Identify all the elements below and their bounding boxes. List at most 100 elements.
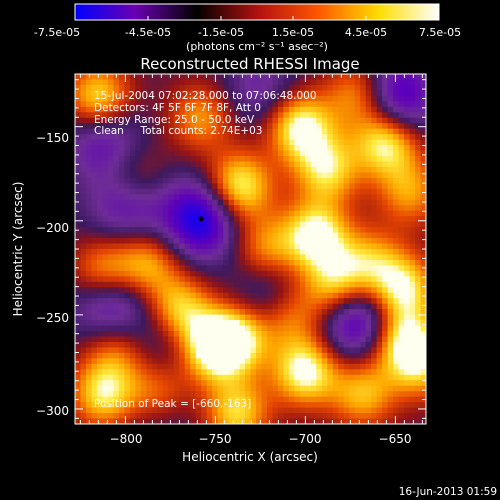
heatmap-cell [102,79,109,86]
heatmap-cell [102,336,109,343]
heatmap-cell [327,385,334,392]
heatmap-cell [195,145,202,152]
heatmap-cell [223,139,230,146]
heatmap-cell [360,418,367,424]
heatmap-cell [113,363,120,370]
heatmap-cell [272,101,279,108]
heatmap-cell [212,145,219,152]
heatmap-cell [415,79,422,86]
heatmap-cell [102,320,109,327]
heatmap-cell [404,74,411,81]
heatmap-cell [234,106,241,113]
heatmap-cell [343,314,350,321]
heatmap-cell [255,380,263,387]
heatmap-cell [151,227,158,234]
heatmap-cell [118,79,125,86]
heatmap-cell [255,74,263,81]
heatmap-cell [168,287,175,294]
heatmap-cell [129,402,136,409]
heatmap-cell [228,145,235,152]
heatmap-cell [250,298,257,305]
heatmap-cell [283,363,290,370]
heatmap-cell [245,331,252,338]
heatmap-cell [201,90,208,97]
heatmap-cell [250,199,257,206]
heatmap-cell [393,183,400,190]
heatmap-cell [288,74,295,81]
heatmap-cell [365,314,372,321]
heatmap-cell [91,292,98,299]
heatmap-cell [393,276,400,283]
x-axis-label: Heliocentric X (arcsec) [182,450,318,464]
heatmap-cell [316,413,323,420]
heatmap-cell [228,90,235,97]
heatmap-cell [398,161,405,168]
heatmap-cell [146,106,153,113]
heatmap-cell [415,331,422,338]
heatmap-cell [266,292,274,299]
heatmap-cell [371,380,378,387]
heatmap-cell [239,221,246,228]
heatmap-cell [184,227,191,234]
heatmap-cell [305,194,312,201]
heatmap-cell [343,238,350,245]
heatmap-cell [162,177,169,184]
heatmap-cell [376,117,383,124]
heatmap-cell [234,325,241,332]
heatmap-cell [338,254,345,261]
heatmap-cell [184,254,191,261]
heatmap-cell [277,183,284,190]
heatmap-cell [184,210,191,217]
heatmap-cell [409,259,416,267]
heatmap-cell [360,309,367,316]
heatmap-cell [107,194,114,201]
heatmap-cell [349,380,356,387]
heatmap-cell [283,188,290,195]
heatmap-cell [212,265,219,272]
heatmap-cell [173,166,180,174]
heatmap-cell [277,161,284,168]
heatmap-cell [113,106,120,113]
heatmap-cell [151,303,158,310]
heatmap-cell [321,413,328,420]
heatmap-cell [140,325,147,332]
heatmap-cell [365,216,372,223]
heatmap-cell [190,276,197,283]
heatmap-cell [195,347,202,354]
heatmap-cell [349,369,356,376]
heatmap-cell [387,358,394,365]
heatmap-cell [80,145,87,152]
heatmap-cell [382,172,389,179]
heatmap-cell [245,259,252,267]
heatmap-cell [354,227,361,234]
heatmap-cell [184,199,191,206]
heatmap-cell [223,101,230,108]
heatmap-cell [184,358,191,365]
heatmap-cell [255,145,263,152]
heatmap-cell [157,243,164,250]
heatmap-cell [327,276,334,283]
heatmap-cell [195,139,202,146]
heatmap-cell [349,352,356,359]
heatmap-cell [338,238,345,245]
heatmap-cell [332,183,339,190]
heatmap-cell [173,84,180,92]
heatmap-cell [310,331,317,338]
heatmap-cell [157,145,164,152]
heatmap-cell [173,90,180,97]
heatmap-cell [321,303,328,310]
heatmap-cell [217,325,224,332]
heatmap-cell [250,396,257,403]
heatmap-cell [102,123,109,130]
heatmap-cell [360,188,367,195]
heatmap-cell [327,270,334,277]
heatmap-cell [206,331,213,338]
heatmap-cell [299,249,306,256]
heatmap-cell [316,281,323,288]
heatmap-cell [349,216,356,223]
heatmap-cell [107,352,114,359]
heatmap-cell [409,84,416,92]
heatmap-cell [343,309,350,316]
heatmap-cell [118,123,125,130]
heatmap-cell [261,74,268,81]
